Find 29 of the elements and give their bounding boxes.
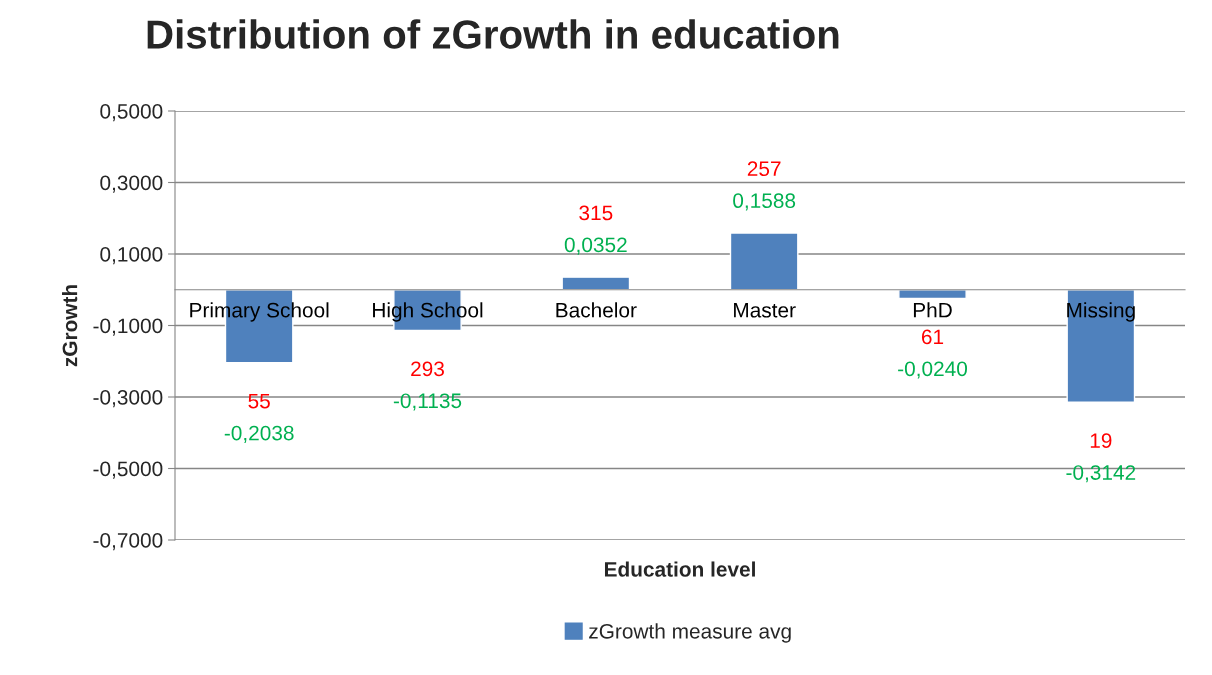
data-label: -0,1135: [393, 393, 462, 411]
x-tick-label: Master: [734, 303, 796, 318]
y-tick-label: 0,5000: [100, 104, 163, 122]
data-label: 0,0352: [564, 237, 627, 255]
annotation: 19: [1090, 433, 1112, 448]
annotation: 293: [411, 361, 444, 377]
y-axis-title: zGrowth: [62, 285, 78, 367]
bar: [729, 232, 799, 291]
data-label: -0,2038: [224, 425, 294, 443]
annotation: 55: [248, 393, 270, 409]
data-label: 0,1588: [733, 193, 796, 211]
y-tick-label: 0,3000: [100, 175, 163, 193]
y-tick-label: -0,1000: [93, 318, 163, 336]
y-tick-label: -0,7000: [93, 533, 163, 551]
annotation: 315: [579, 205, 613, 221]
data-label: -0,0240: [898, 361, 968, 379]
legend-label: zGrowth measure avg: [589, 623, 791, 643]
data-label: -0,3142: [1066, 465, 1136, 483]
bar: [561, 276, 631, 291]
bar: [898, 289, 967, 300]
y-tick-label: -0,3000: [93, 390, 163, 408]
y-tick-label: 0,1000: [100, 247, 163, 265]
x-tick-label: Bachelor: [556, 302, 637, 318]
annotation: 257: [747, 161, 781, 177]
x-axis-title: Education level: [604, 561, 755, 577]
chart-title: Distribution of zGrowth in education: [147, 19, 839, 49]
annotation: 61: [921, 329, 944, 345]
y-tick-label: -0,5000: [93, 461, 163, 479]
x-tick-label: PhD: [913, 302, 952, 318]
